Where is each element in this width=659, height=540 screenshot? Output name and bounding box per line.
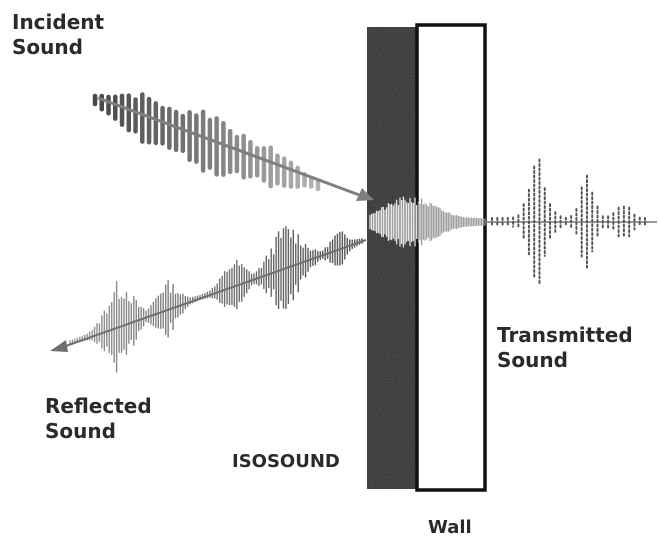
through-wave bbox=[369, 196, 486, 248]
isosound-layer bbox=[367, 27, 417, 489]
transmitted-wave bbox=[485, 158, 657, 286]
incident-label-line2: Sound bbox=[12, 35, 83, 59]
reflected-label-line1: Reflected bbox=[45, 394, 152, 418]
isosound-label: ISOSOUND bbox=[232, 451, 340, 472]
incident-label-line1: Incident bbox=[12, 10, 105, 34]
transmitted-label-line2: Sound bbox=[497, 348, 568, 372]
transmitted-label-line1: Transmitted bbox=[497, 323, 633, 347]
transmitted-sound-label: Transmitted Sound bbox=[497, 323, 633, 373]
reflected-wave bbox=[69, 226, 363, 373]
reflected-label-line2: Sound bbox=[45, 419, 116, 443]
reflected-sound-label: Reflected Sound bbox=[45, 394, 152, 444]
reflected-arrow bbox=[50, 239, 367, 352]
wall-label: Wall bbox=[428, 517, 472, 538]
wall-box bbox=[415, 23, 487, 492]
incident-arrow bbox=[97, 96, 374, 201]
incident-sound-label: Incident Sound bbox=[12, 10, 104, 60]
incident-wave bbox=[92, 92, 321, 192]
